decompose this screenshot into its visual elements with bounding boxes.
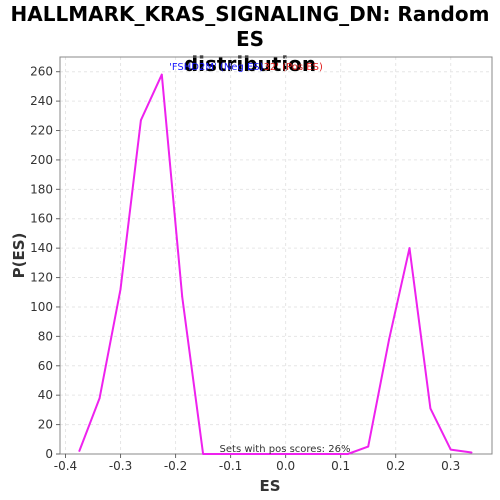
data-point [78,450,81,452]
data-point [222,453,225,455]
data-point [263,453,266,455]
data-point [243,453,246,455]
y-tick-label: 180 [30,182,53,196]
y-axis-label: P(ES) [10,233,28,279]
data-point [305,453,308,455]
pos-score-annotation: Sets with pos scores: 26% [220,444,351,455]
x-axis-ticks: -0.4 -0.3 -0.2 -0.1 0.0 0.1 0.2 0.3 [54,454,460,473]
data-point [326,453,328,455]
x-tick-label: -0.1 [219,459,242,473]
y-tick-label: 240 [30,94,53,108]
data-point [388,338,390,341]
x-axis-label: ES [259,477,280,495]
x-tick-label: 0.0 [276,459,295,473]
y-tick-label: 140 [30,241,53,255]
legend: 'FSHD2M' (Neg ES)32' (Pos ES) [169,62,323,73]
chart-title-line1: HALLMARK_KRAS_SIGNALING_DN: Random ES [10,2,490,51]
y-tick-label: 260 [30,65,53,79]
chart-title: HALLMARK_KRAS_SIGNALING_DN: Random ES di… [0,2,500,77]
legend-pos-es: 32' (Pos ES) [264,62,323,73]
data-point [119,288,122,291]
y-tick-label: 220 [30,124,53,138]
x-tick-label: 0.3 [441,459,460,473]
y-tick-label: 80 [38,329,53,343]
x-tick-label: -0.2 [164,459,187,473]
x-tick-label: 0.2 [386,459,405,473]
data-point [202,453,204,455]
data-point [139,119,142,122]
data-point [408,247,411,250]
data-point [98,397,101,400]
x-tick-label: -0.3 [109,459,132,473]
x-tick-label: -0.4 [54,459,77,473]
data-point [346,453,349,455]
y-tick-label: 0 [45,447,53,461]
y-tick-label: 120 [30,271,53,285]
y-tick-label: 160 [30,212,53,226]
y-tick-label: 100 [30,300,53,314]
data-point [429,407,432,410]
data-point [284,453,287,455]
es-distribution-line [78,73,472,455]
data-point [449,448,452,451]
y-tick-label: 200 [30,153,53,167]
legend-neg-es: 'FSHD2M' (Neg ES) [169,62,264,73]
data-point [470,451,473,454]
data-point [160,73,163,76]
y-tick-label: 40 [38,388,53,402]
data-point [367,445,370,448]
y-tick-label: 20 [38,418,53,432]
y-axis-ticks: 0 20 40 60 80 100 120 140 160 180 200 220 240 260 [30,65,60,461]
y-tick-label: 60 [38,359,53,373]
x-tick-label: 0.1 [331,459,350,473]
series-group [78,73,473,455]
data-point [181,295,184,298]
